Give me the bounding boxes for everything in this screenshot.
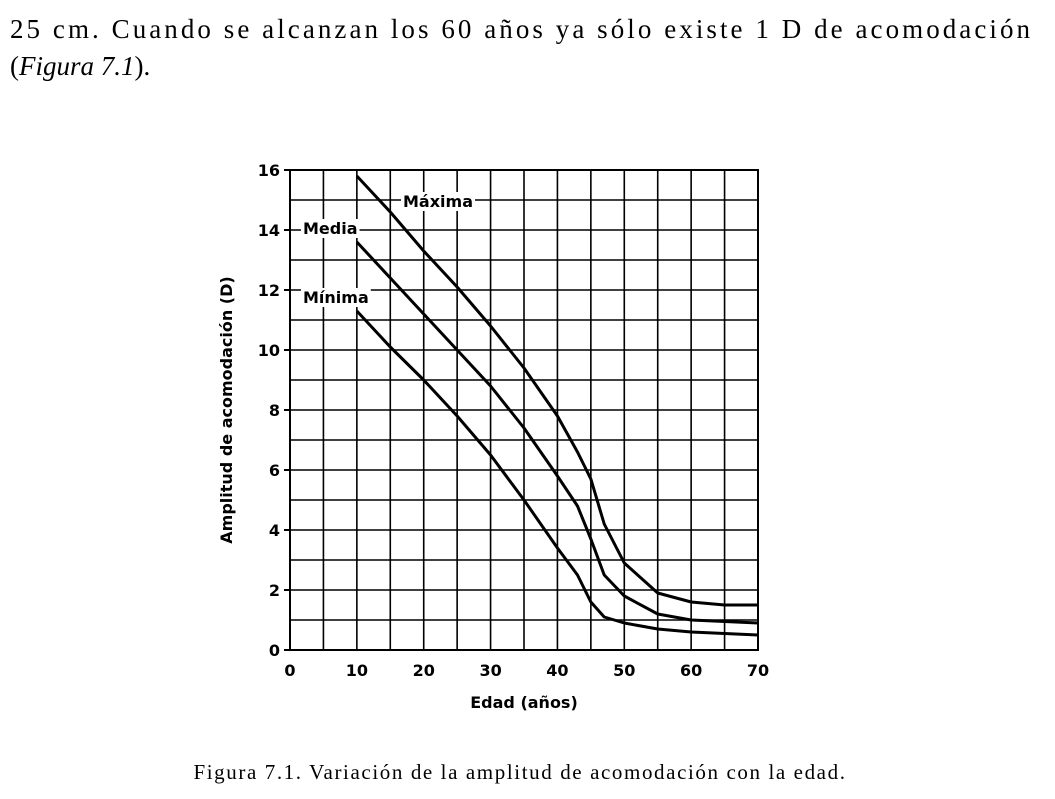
figure-ref: Figura 7.1	[18, 51, 135, 81]
y-tick-label: 12	[258, 281, 280, 300]
curve	[355, 174, 758, 607]
y-tick-label: 4	[269, 521, 280, 540]
curve	[355, 240, 759, 625]
series-label: Media	[303, 219, 358, 238]
series-label: Mínima	[303, 288, 369, 307]
y-tick-label: 8	[269, 401, 280, 420]
label-background	[301, 288, 371, 307]
text: ).	[135, 51, 151, 81]
paragraph-line: 25 cm. Cuando se alcanzan los 60 años ya…	[10, 14, 1031, 44]
curve	[355, 309, 759, 637]
y-tick-label: 2	[269, 581, 280, 600]
x-tick-label: 0	[284, 661, 295, 680]
x-tick-label: 70	[747, 661, 769, 680]
y-tick-label: 16	[258, 161, 280, 180]
y-tick-label: 10	[258, 341, 280, 360]
text: (	[10, 51, 19, 81]
x-tick-label: 10	[346, 661, 368, 680]
x-tick-label: 50	[613, 661, 635, 680]
x-tick-label: 60	[680, 661, 702, 680]
x-tick-label: 20	[413, 661, 435, 680]
x-tick-label: 40	[546, 661, 568, 680]
y-axis-label: Amplitud de acomodación (D)	[217, 276, 236, 543]
caption: Figura 7.1. Variación de la amplitud de …	[193, 760, 846, 784]
y-tick-label: 0	[269, 641, 280, 660]
paragraph-line: (Figura 7.1).	[10, 51, 150, 81]
label-background	[301, 219, 360, 238]
y-tick-label: 6	[269, 461, 280, 480]
x-tick-label: 30	[479, 661, 501, 680]
x-axis-label: Edad (años)	[470, 693, 578, 712]
label-background	[401, 192, 475, 211]
series-label: Máxima	[403, 192, 473, 211]
y-tick-label: 14	[258, 221, 280, 240]
